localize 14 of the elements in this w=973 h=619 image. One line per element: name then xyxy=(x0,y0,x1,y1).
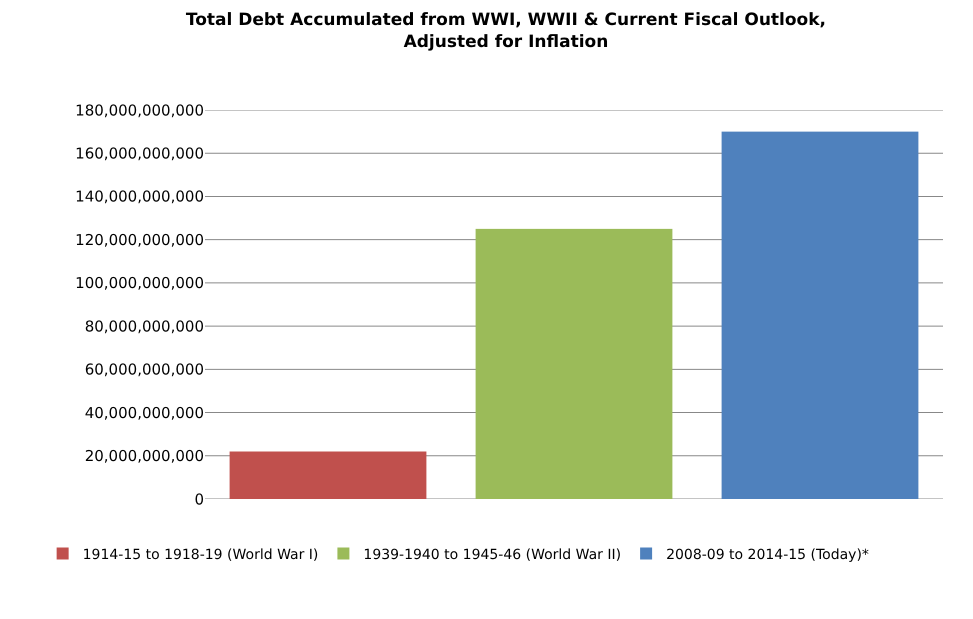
y-tick-label: 60,000,000,000 xyxy=(84,360,204,379)
y-tick-label: 80,000,000,000 xyxy=(84,317,204,336)
legend-label: 1939-1940 to 1945-46 (World War II) xyxy=(363,546,622,563)
y-tick-label: 160,000,000,000 xyxy=(75,144,204,162)
y-tick-label: 0 xyxy=(194,490,204,508)
y-tick-label: 40,000,000,000 xyxy=(84,404,204,422)
legend-label: 1914-15 to 1918-19 (World War I) xyxy=(82,546,318,563)
chart-title: Total Debt Accumulated from WWI, WWII & Current Fiscal Outlook, Adjusted for Inflation xyxy=(186,10,826,52)
y-tick-label: 100,000,000,000 xyxy=(75,274,204,292)
y-tick-label: 140,000,000,000 xyxy=(75,188,204,206)
legend-label: 2008-09 to 2014-15 (Today)* xyxy=(666,546,869,563)
y-tick-label: 120,000,000,000 xyxy=(75,230,204,249)
y-tick-label: 180,000,000,000 xyxy=(75,101,204,120)
y-tick-label: 20,000,000,000 xyxy=(84,447,204,466)
